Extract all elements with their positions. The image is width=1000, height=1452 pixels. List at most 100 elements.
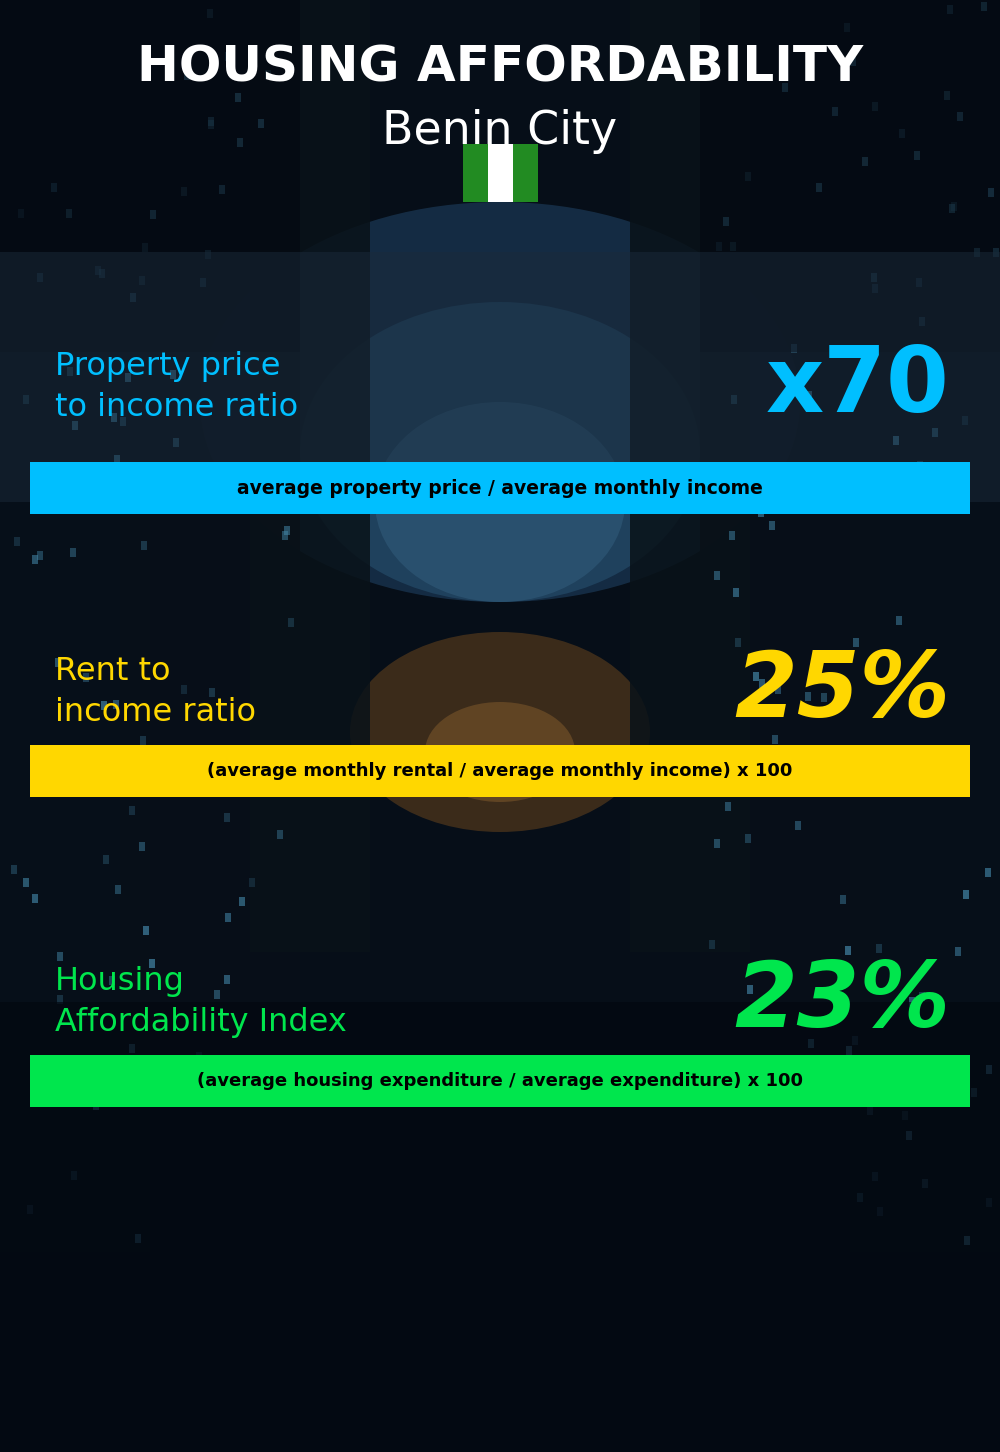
Bar — [224, 813, 230, 822]
Bar — [850, 57, 856, 65]
Bar — [805, 691, 811, 701]
Bar — [209, 688, 215, 697]
Bar — [224, 976, 230, 984]
Bar — [986, 1198, 992, 1207]
Bar — [630, 0, 750, 953]
Bar — [747, 984, 753, 993]
Bar — [845, 947, 851, 955]
Bar — [196, 1053, 202, 1061]
Bar — [135, 1234, 141, 1243]
Bar — [872, 285, 878, 293]
Bar — [222, 748, 228, 756]
Bar — [808, 469, 814, 478]
Bar — [30, 462, 970, 514]
Bar — [922, 1179, 928, 1188]
Bar — [896, 616, 902, 626]
Bar — [208, 121, 214, 129]
Bar — [947, 4, 953, 13]
Bar — [772, 735, 778, 745]
Bar — [14, 537, 20, 546]
Bar — [735, 637, 741, 646]
Bar — [27, 1205, 33, 1214]
Bar — [18, 209, 24, 218]
Bar — [141, 542, 147, 550]
Bar — [265, 70, 271, 78]
Bar — [932, 428, 938, 437]
Bar — [714, 839, 720, 848]
Bar — [239, 897, 245, 906]
Bar — [906, 1131, 912, 1140]
Bar — [850, 0, 1000, 1252]
Bar — [181, 685, 187, 694]
Bar — [916, 279, 922, 287]
Bar — [258, 119, 264, 128]
Bar — [871, 273, 877, 282]
Bar — [30, 1056, 970, 1106]
Bar — [93, 1101, 99, 1109]
Bar — [277, 831, 283, 839]
Bar — [37, 552, 43, 560]
Bar — [0, 253, 1000, 502]
Bar — [963, 890, 969, 899]
Bar — [111, 412, 117, 423]
Bar — [149, 958, 155, 968]
Bar — [716, 242, 722, 251]
Bar — [909, 998, 915, 1006]
Bar — [181, 187, 187, 196]
Bar — [225, 913, 231, 922]
Bar — [250, 0, 370, 953]
Bar — [219, 186, 225, 195]
Bar — [957, 112, 963, 121]
Bar — [101, 701, 107, 710]
Bar — [235, 93, 241, 102]
Bar — [109, 977, 115, 986]
Ellipse shape — [300, 302, 700, 603]
Bar — [753, 672, 759, 681]
Text: Benin City: Benin City — [382, 109, 618, 154]
Text: Housing
Affordability Index: Housing Affordability Index — [55, 966, 347, 1038]
Bar — [51, 183, 57, 192]
Bar — [208, 118, 214, 126]
Bar — [143, 925, 149, 935]
Bar — [919, 318, 925, 327]
Bar — [816, 183, 822, 192]
Bar — [170, 370, 176, 379]
Bar — [908, 491, 914, 499]
Bar — [955, 947, 961, 955]
Bar — [862, 157, 868, 166]
Bar — [150, 211, 156, 219]
Bar — [964, 1236, 970, 1246]
Bar — [854, 768, 860, 778]
Bar — [745, 171, 751, 182]
Bar — [103, 855, 109, 864]
Bar — [83, 674, 89, 682]
Bar — [125, 373, 131, 382]
Bar — [115, 884, 121, 894]
Bar — [730, 242, 736, 251]
Bar — [129, 1044, 135, 1053]
Bar — [872, 1172, 878, 1180]
Bar — [57, 995, 63, 1003]
Text: average property price / average monthly income: average property price / average monthly… — [237, 479, 763, 498]
Bar — [844, 23, 850, 32]
Text: 25%: 25% — [734, 648, 950, 736]
Bar — [288, 619, 294, 627]
Bar — [951, 202, 957, 211]
Text: 23%: 23% — [734, 958, 950, 1045]
Bar — [988, 189, 994, 197]
Bar — [986, 1066, 992, 1074]
Bar — [971, 1088, 977, 1096]
Bar — [120, 417, 126, 427]
Bar — [981, 1, 987, 12]
Bar — [139, 842, 145, 851]
Bar — [173, 439, 179, 447]
Bar — [867, 1105, 873, 1115]
Ellipse shape — [200, 202, 800, 603]
Bar — [759, 678, 765, 688]
Bar — [95, 266, 101, 274]
Bar — [846, 1045, 852, 1054]
Text: (average housing expenditure / average expenditure) x 100: (average housing expenditure / average e… — [197, 1072, 803, 1090]
Bar — [154, 775, 160, 784]
Bar — [140, 736, 146, 745]
Bar — [840, 894, 846, 903]
